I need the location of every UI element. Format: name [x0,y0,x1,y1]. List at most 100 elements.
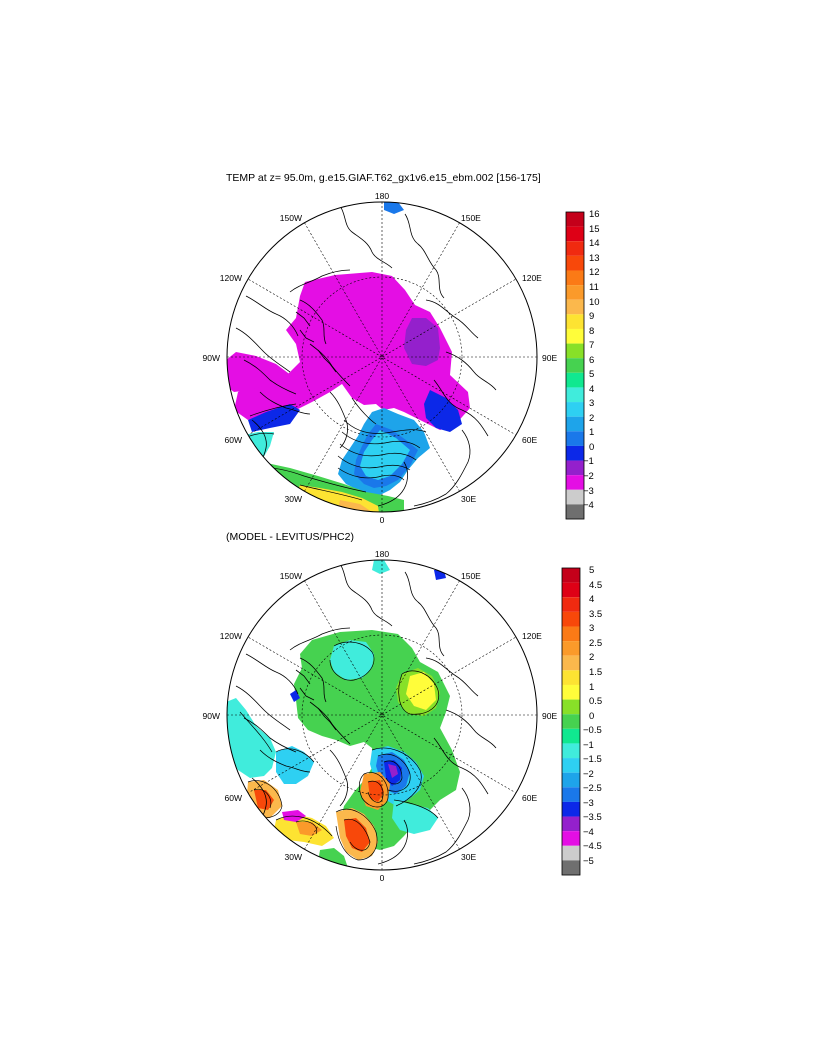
svg-text:4: 4 [589,384,594,395]
panel1-colorbar-swatch [566,328,584,344]
svg-text:1: 1 [589,682,594,693]
panel2-colorbar-swatch [562,699,580,715]
panel1-temperature-field [227,202,470,512]
panel1-colorbar-swatch [566,416,584,432]
panel2-colorbar-swatch [562,655,580,671]
panel2-colorbar-swatch [562,787,580,802]
svg-text:−1.5: −1.5 [583,754,602,765]
svg-text:90W: 90W [203,353,220,363]
svg-text:12: 12 [589,267,600,278]
panel1-colorbar-swatch [566,489,584,505]
panel2-colorbar [561,567,581,876]
panel2-colorbar-swatch [562,816,580,832]
svg-text:30W: 30W [285,494,302,504]
panel2-colorbar-labels: 5 4.5 4 3.5 3 2.5 2 1.5 1 0.5 0 −0.5 −1 … [583,565,602,867]
svg-text:16: 16 [589,209,600,220]
svg-text:90E: 90E [542,711,557,721]
svg-text:−4.5: −4.5 [583,841,602,852]
panel1-title: TEMP at z= 95.0m, g.e15.GIAF.T62_gx1v6.e… [226,172,541,184]
panel2-colorbar-swatch [562,670,580,685]
panel1-colorbar-swatch [566,343,584,359]
svg-text:5: 5 [589,565,594,576]
panel2-colorbar-swatch [562,860,580,876]
panel1-colorbar [565,211,585,520]
svg-text:−0.5: −0.5 [583,725,602,736]
panel2-colorbar-swatch [562,758,580,773]
svg-text:14: 14 [589,238,600,249]
panel1-colorbar-swatch [566,270,584,286]
svg-text:60E: 60E [522,435,537,445]
panel2-coastlines [235,563,497,865]
svg-text:1.5: 1.5 [589,667,602,678]
svg-text:−4: −4 [583,500,594,511]
panel2-colorbar-swatch [562,831,580,846]
svg-text:0: 0 [589,442,594,453]
svg-text:−3.5: −3.5 [583,812,602,823]
svg-text:120E: 120E [522,273,542,283]
svg-text:30W: 30W [285,852,302,862]
svg-text:5: 5 [589,369,594,380]
panel2-colorbar-swatch [562,626,580,642]
panel1-colorbar-swatch [566,285,584,300]
svg-text:60W: 60W [225,793,242,803]
svg-text:−1: −1 [583,740,594,751]
svg-text:0: 0 [380,873,385,883]
svg-text:−1: −1 [583,456,594,467]
panel1-colorbar-swatch [566,241,584,256]
panel2-title: (MODEL - LEVITUS/PHC2) [226,531,354,543]
panel2-colorbar-frame [561,567,581,876]
panel2-colorbar-swatch [562,684,580,700]
svg-text:11: 11 [589,282,599,293]
svg-text:120E: 120E [522,631,542,641]
svg-text:13: 13 [589,253,600,264]
svg-text:−3: −3 [583,486,594,497]
svg-text:90E: 90E [542,353,557,363]
panel1-colorbar-swatch [566,460,584,476]
panel1-colorbar-swatch [566,299,584,315]
svg-text:6: 6 [589,355,594,366]
panel2-colorbar-swatch [562,772,580,788]
panel2-colorbar-swatch [562,714,580,729]
panel1-colorbar-swatch [566,372,584,388]
svg-text:150E: 150E [461,571,481,581]
svg-text:10: 10 [589,297,600,308]
panel2-gridlines [227,560,537,870]
svg-text:7: 7 [589,340,594,351]
svg-text:0: 0 [589,711,594,722]
svg-text:−5: −5 [583,856,594,867]
panel2-colorbar-swatch [562,568,580,583]
panel1-gridlines [227,202,537,512]
svg-text:0: 0 [380,515,385,525]
svg-text:9: 9 [589,311,594,322]
svg-text:60W: 60W [225,435,242,445]
svg-text:150E: 150E [461,213,481,223]
panel1-colorbar-swatch [566,504,584,520]
panel2-colorbar-swatch [562,728,580,744]
svg-text:30E: 30E [461,852,476,862]
panel2-longitude-labels: 180 150E 120E 90E 60E 30E 0 30W 60W 90W … [203,549,558,883]
panel2-colorbar-swatch [562,582,580,598]
svg-text:1: 1 [589,427,594,438]
svg-text:−4: −4 [583,827,594,838]
svg-text:−2.5: −2.5 [583,783,602,794]
panel2-colorbar-swatch [562,641,580,656]
svg-text:150W: 150W [280,213,302,223]
svg-text:0.5: 0.5 [589,696,602,707]
panel2-colorbar-swatch [562,597,580,612]
svg-text:2: 2 [589,652,594,663]
svg-text:180: 180 [375,191,389,201]
panel2-colorbar-swatch [562,743,580,759]
panel1-colorbar-swatch [566,445,584,461]
svg-text:120W: 120W [220,631,242,641]
panel1-map-border [226,201,538,513]
panel1-longitude-labels: 180 150E 120E 90E 60E 30E 0 30W 60W 90W … [203,191,558,525]
panel1-colorbar-frame [565,211,585,520]
panel2-colorbar-swatch [562,801,580,817]
svg-text:90W: 90W [203,711,220,721]
svg-text:150W: 150W [280,571,302,581]
panel1-colorbar-swatch [566,387,584,403]
svg-text:3: 3 [589,623,594,634]
panel1-colorbar-swatch [566,431,584,446]
panel1-colorbar-swatch [566,475,584,490]
